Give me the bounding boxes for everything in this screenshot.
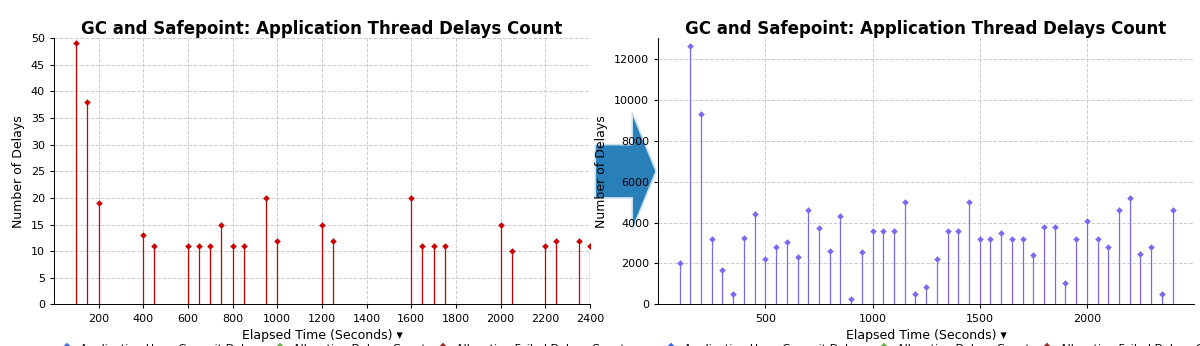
Y-axis label: Number of Delays: Number of Delays [12,115,25,228]
X-axis label: Elapsed Time (Seconds) ▾: Elapsed Time (Seconds) ▾ [241,329,402,342]
X-axis label: Elapsed Time (Seconds) ▾: Elapsed Time (Seconds) ▾ [846,329,1007,342]
Polygon shape [595,113,656,230]
Y-axis label: Number of Delays: Number of Delays [595,115,608,228]
Title: GC and Safepoint: Application Thread Delays Count: GC and Safepoint: Application Thread Del… [82,20,563,38]
Title: GC and Safepoint: Application Thread Delays Count: GC and Safepoint: Application Thread Del… [685,20,1166,38]
